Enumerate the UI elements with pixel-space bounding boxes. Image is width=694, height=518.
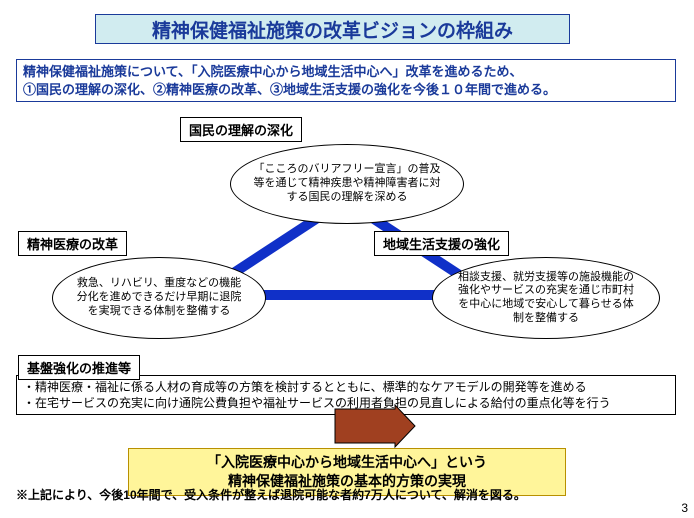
foundation-line-1: ・精神医療・福祉に係る人材の育成等の方策を検討するとともに、標準的なケアモデルの… [23, 379, 669, 395]
foundation-label: 基盤強化の推進等 [18, 355, 140, 380]
conclusion-line-1: 「入院医療中心から地域生活中心へ」という [135, 453, 559, 472]
right-node-bubble-text: 相談支援、就労支援等の施設機能の強化やサービスの充実を通じ市町村を中心に地域で安… [455, 271, 637, 326]
foundation-label-text: 基盤強化の推進等 [27, 361, 131, 376]
top-node-bubble: 「こころのバリアフリー宣言」の普及等を通じて精神疾患や精神障害者に対する国民の理… [230, 144, 464, 224]
right-node-bubble: 相談支援、就労支援等の施設機能の強化やサービスの充実を通じ市町村を中心に地域で安… [432, 257, 660, 339]
right-node-label: 地域生活支援の強化 [374, 231, 509, 256]
page-number: 3 [681, 501, 688, 515]
foundation-box: ・精神医療・福祉に係る人材の育成等の方策を検討するとともに、標準的なケアモデルの… [16, 375, 676, 415]
page-title-box: 精神保健福祉施策の改革ビジョンの枠組み [95, 14, 570, 44]
intro-line-2: ①国民の理解の深化、②精神医療の改革、③地域生活支援の強化を今後１０年間で進める… [23, 81, 669, 99]
top-node-label: 国民の理解の深化 [180, 117, 302, 142]
page-title: 精神保健福祉施策の改革ビジョンの枠組み [152, 16, 513, 43]
top-node-bubble-text: 「こころのバリアフリー宣言」の普及等を通じて精神疾患や精神障害者に対する国民の理… [253, 163, 441, 204]
left-node-label-text: 精神医療の改革 [27, 237, 118, 252]
left-node-label: 精神医療の改革 [18, 231, 127, 256]
foundation-line-2: ・在宅サービスの充実に向け通院公費負担や福祉サービスの利用者負担の見直しによる給… [23, 395, 669, 411]
intro-line-1: 精神保健福祉施策について、「入院医療中心から地域生活中心へ」改革を進めるため、 [23, 63, 669, 81]
left-node-bubble: 救急、リハビリ、重度などの機能分化を進めできるだけ早期に退院を実現できる体制を整… [52, 257, 266, 339]
right-node-label-text: 地域生活支援の強化 [383, 237, 500, 252]
footnote: ※上記により、今後10年間で、受入条件が整えば退院可能な者約7万人について、解消… [16, 486, 676, 503]
intro-box: 精神保健福祉施策について、「入院医療中心から地域生活中心へ」改革を進めるため、 … [16, 59, 676, 102]
left-node-bubble-text: 救急、リハビリ、重度などの機能分化を進めできるだけ早期に退院を実現できる体制を整… [75, 277, 243, 318]
top-node-label-text: 国民の理解の深化 [189, 123, 293, 138]
